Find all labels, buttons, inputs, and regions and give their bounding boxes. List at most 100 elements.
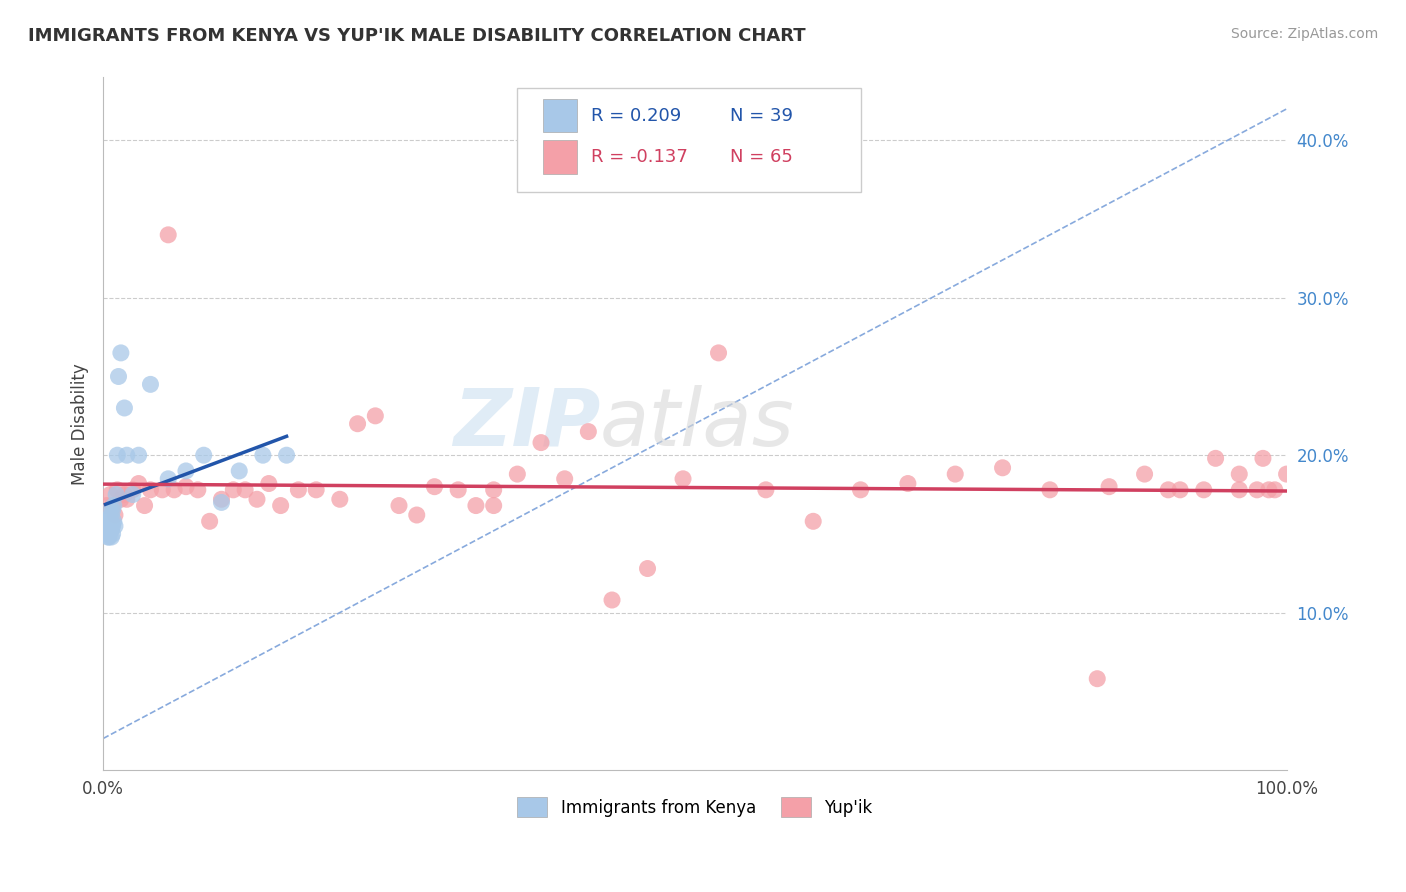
Point <box>98 487 121 501</box>
Point <box>121 483 143 497</box>
Point <box>1251 451 1274 466</box>
Text: N = 39: N = 39 <box>730 106 793 125</box>
Point <box>114 401 136 415</box>
Point <box>364 409 387 423</box>
Point <box>1227 483 1250 497</box>
Point <box>134 499 156 513</box>
Point <box>388 499 411 513</box>
FancyBboxPatch shape <box>543 99 576 132</box>
Point <box>100 530 122 544</box>
Legend: Immigrants from Kenya, Yup'ik: Immigrants from Kenya, Yup'ik <box>510 790 879 824</box>
Point <box>174 480 197 494</box>
Point <box>287 483 309 497</box>
Point <box>94 519 117 533</box>
Point <box>101 527 124 541</box>
Point <box>252 448 274 462</box>
Point <box>849 483 872 497</box>
Point <box>96 519 118 533</box>
Point <box>96 499 118 513</box>
Text: ZIP: ZIP <box>453 384 600 463</box>
Point <box>114 487 136 501</box>
Point <box>97 530 120 544</box>
Point <box>115 492 138 507</box>
Point <box>600 593 623 607</box>
Point <box>1246 483 1268 497</box>
Point <box>329 492 352 507</box>
Point <box>105 487 128 501</box>
Point <box>276 448 298 462</box>
Point <box>246 492 269 507</box>
Point <box>150 483 173 497</box>
Point <box>139 483 162 497</box>
Point <box>163 483 186 497</box>
Point <box>98 524 121 538</box>
Point <box>482 483 505 497</box>
Point <box>707 346 730 360</box>
Point <box>897 476 920 491</box>
Point <box>157 472 180 486</box>
Point <box>115 448 138 462</box>
Point <box>104 519 127 533</box>
Point <box>1264 483 1286 497</box>
Point <box>991 460 1014 475</box>
Point <box>101 499 124 513</box>
Point <box>101 519 124 533</box>
Text: IMMIGRANTS FROM KENYA VS YUP'IK MALE DISABILITY CORRELATION CHART: IMMIGRANTS FROM KENYA VS YUP'IK MALE DIS… <box>28 27 806 45</box>
Point <box>107 369 129 384</box>
Point <box>1157 483 1180 497</box>
Point <box>98 530 121 544</box>
Point <box>346 417 368 431</box>
Point <box>637 561 659 575</box>
Point <box>96 527 118 541</box>
Point <box>98 514 121 528</box>
Point <box>157 227 180 242</box>
Point <box>103 499 125 513</box>
Point <box>211 492 233 507</box>
Point <box>97 522 120 536</box>
Point <box>1275 467 1298 481</box>
Point <box>482 499 505 513</box>
Point <box>1085 672 1108 686</box>
Point <box>187 483 209 497</box>
Point <box>1192 483 1215 497</box>
Point <box>100 508 122 522</box>
Point <box>1168 483 1191 497</box>
FancyBboxPatch shape <box>543 140 576 174</box>
Point <box>174 464 197 478</box>
Point <box>105 448 128 462</box>
Point <box>423 480 446 494</box>
Text: R = -0.137: R = -0.137 <box>591 148 688 166</box>
Point <box>100 514 122 528</box>
Point <box>128 476 150 491</box>
Text: R = 0.209: R = 0.209 <box>591 106 681 125</box>
Point <box>1098 480 1121 494</box>
Point <box>98 527 121 541</box>
Point <box>105 483 128 497</box>
Point <box>755 483 778 497</box>
Point <box>139 377 162 392</box>
Text: N = 65: N = 65 <box>730 148 793 166</box>
Point <box>506 467 529 481</box>
Point <box>405 508 427 522</box>
Point <box>98 503 121 517</box>
Point <box>1205 451 1227 466</box>
Point <box>576 425 599 439</box>
Point <box>97 514 120 528</box>
Point <box>110 346 132 360</box>
Point <box>128 448 150 462</box>
Point <box>672 472 695 486</box>
Point <box>98 519 121 533</box>
Point <box>98 511 121 525</box>
Point <box>1039 483 1062 497</box>
Point <box>554 472 576 486</box>
Point <box>121 487 143 501</box>
Point <box>233 483 256 497</box>
Text: atlas: atlas <box>600 384 794 463</box>
Point <box>257 476 280 491</box>
Point <box>1257 483 1279 497</box>
Point <box>305 483 328 497</box>
Point <box>222 483 245 497</box>
Point <box>270 499 292 513</box>
Point <box>198 514 221 528</box>
Point <box>211 495 233 509</box>
